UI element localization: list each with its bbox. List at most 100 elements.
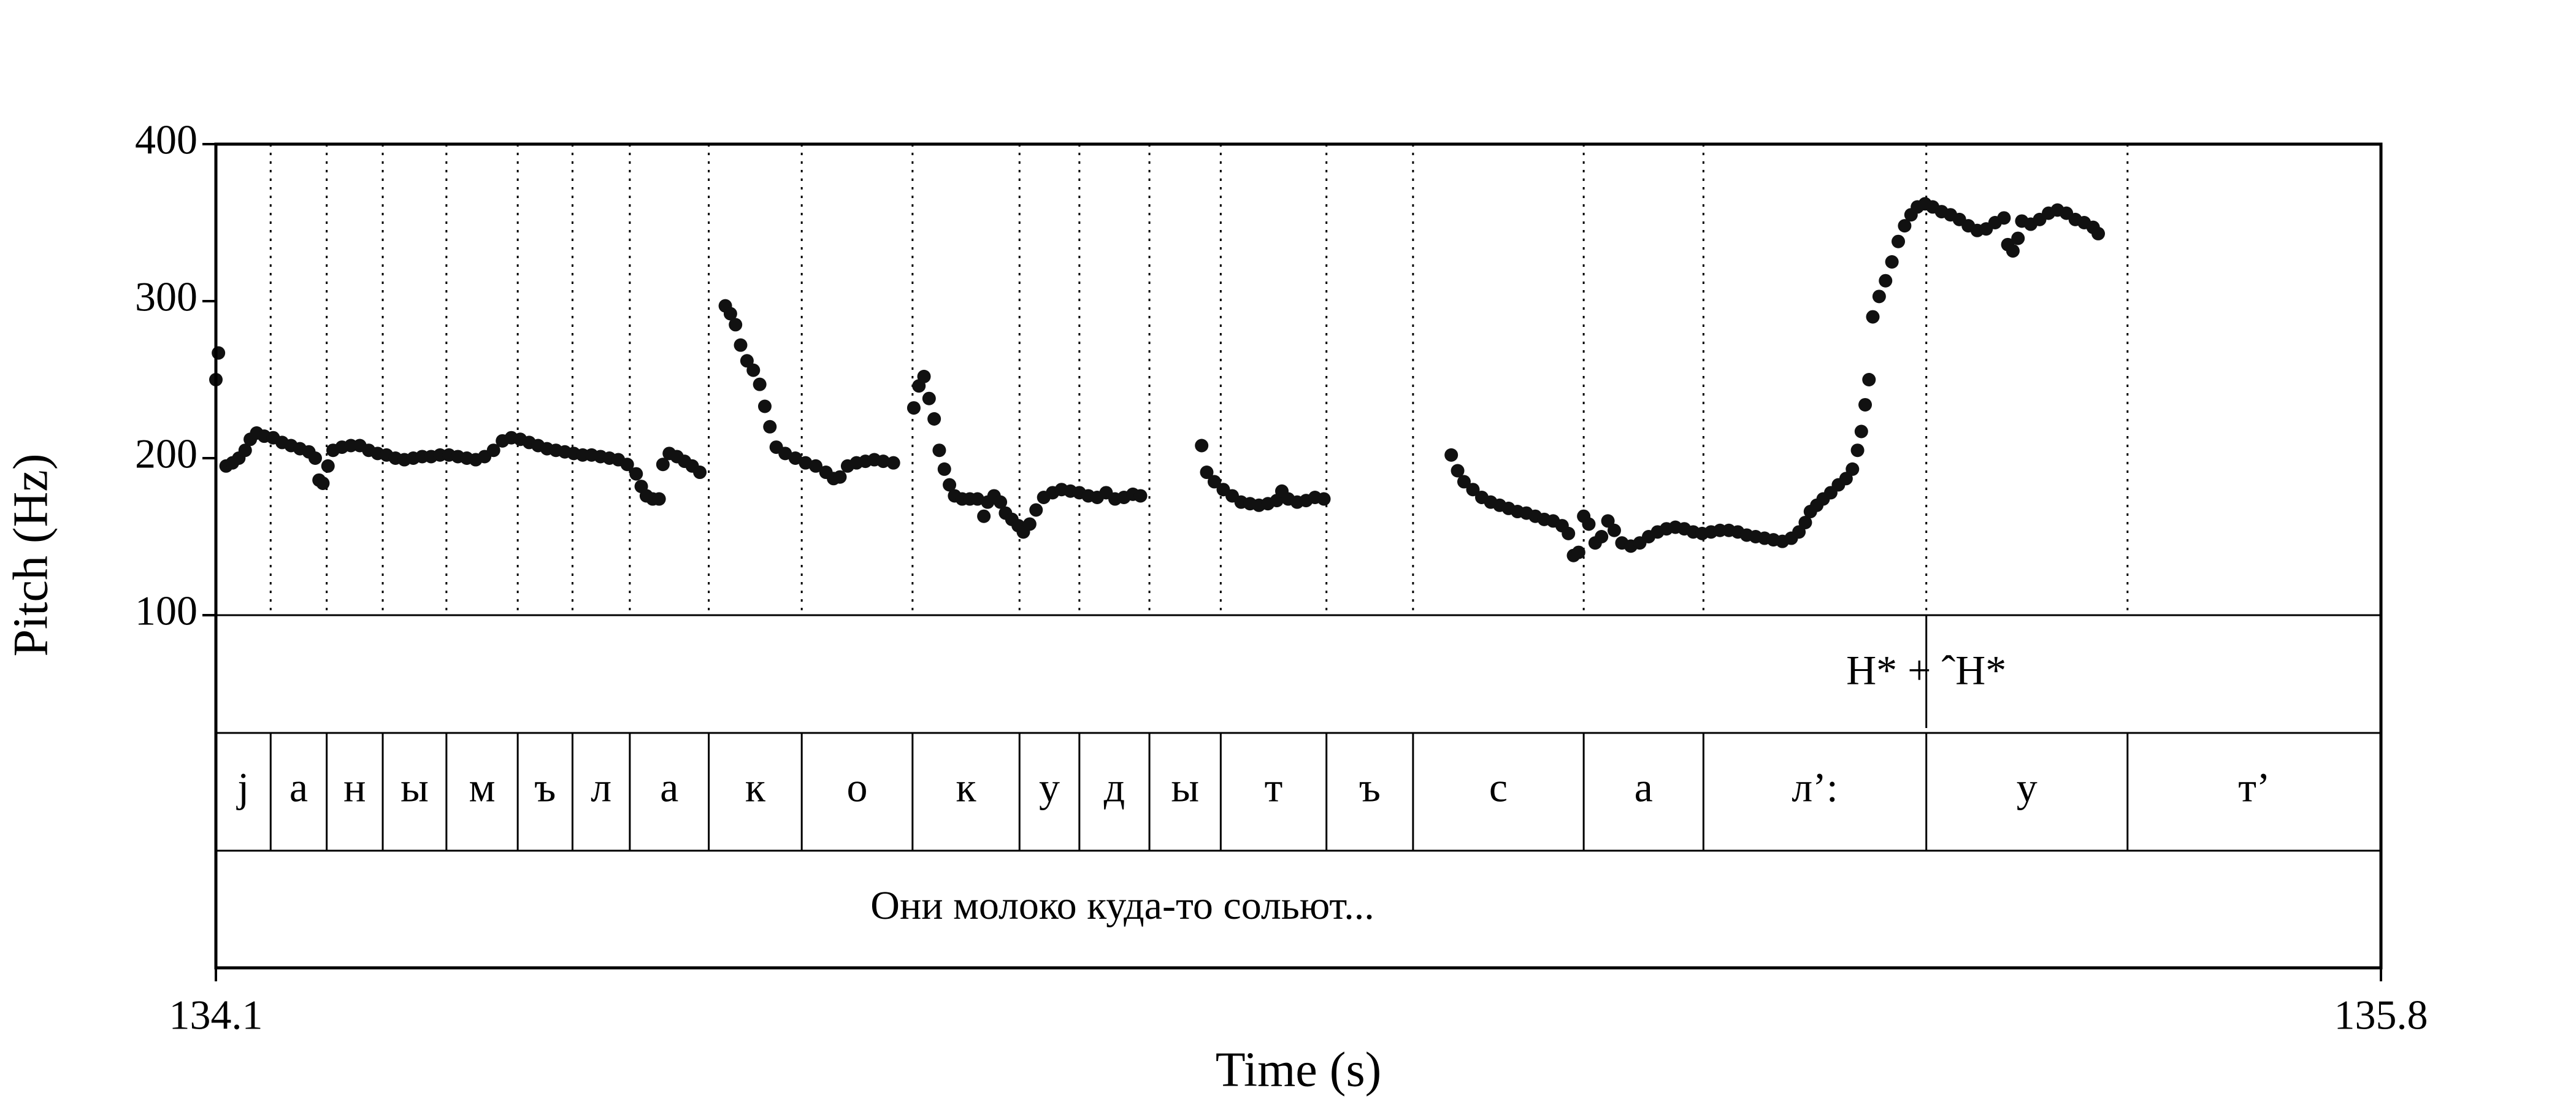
pitch-point-3-22 xyxy=(886,456,900,470)
segment-label-12: д xyxy=(1104,764,1125,811)
pitch-point-8-17 xyxy=(1997,211,2011,225)
pitch-point-8-4 xyxy=(1892,234,1906,248)
pitch-point-3-4 xyxy=(740,354,754,368)
segment-label-18: л’: xyxy=(1792,764,1838,811)
tone-tier: H* + ˆH* xyxy=(1846,615,2006,728)
segment-label-3: ы xyxy=(401,764,429,811)
pitch-point-1-15 xyxy=(321,459,335,473)
segment-label-8: к xyxy=(745,764,766,811)
x-axis-title: Time (s) xyxy=(1216,1043,1381,1097)
pitch-point-1-50 xyxy=(629,467,643,481)
pitch-point-1-14 xyxy=(316,476,330,490)
pitch-point-3-6 xyxy=(753,377,767,391)
pitch-point-2-5 xyxy=(693,466,707,480)
y-tick-label-0: 100 xyxy=(135,588,197,634)
pitch-point-3-11 xyxy=(788,451,802,465)
segment-label-0: j xyxy=(236,764,249,811)
pitch-point-6-15 xyxy=(1317,492,1331,506)
y-axis: 100 200 300 400 xyxy=(135,117,216,634)
segment-label-16: с xyxy=(1489,764,1508,811)
pitch-point-7-14 xyxy=(1562,526,1576,540)
pitch-point-7-1 xyxy=(1451,464,1465,478)
pitch-point-8-2 xyxy=(1879,274,1893,288)
pitch-point-4-4 xyxy=(927,412,941,426)
pitch-point-7-52 xyxy=(1850,443,1865,458)
pitch-point-6-1 xyxy=(1200,466,1214,480)
segment-label-7: а xyxy=(660,764,678,811)
sentence-label: Они молоко куда-то сольют... xyxy=(870,883,1374,928)
pitch-point-8-3 xyxy=(1885,255,1899,269)
segment-label-15: ъ xyxy=(1359,764,1381,811)
pitch-point-5-21 xyxy=(1133,489,1148,503)
x-tick-label-0: 134.1 xyxy=(169,992,263,1038)
pitch-point-7-18 xyxy=(1582,517,1596,531)
pitch-point-5-3 xyxy=(994,495,1008,509)
pitch-point-6-0 xyxy=(1195,439,1209,453)
pitch-point-3-2 xyxy=(729,318,743,332)
pitch-point-4-2 xyxy=(917,369,931,383)
pitch-point-7-43 xyxy=(1792,525,1806,539)
pitch-point-3-21 xyxy=(876,454,891,469)
pitch-point-3-5 xyxy=(746,363,761,377)
pitch-point-5-0 xyxy=(977,509,991,523)
segment-boundary-lines xyxy=(269,144,2129,615)
pitch-point-7-44 xyxy=(1798,515,1812,529)
pitch-point-7-22 xyxy=(1607,523,1621,537)
chart-frame xyxy=(214,142,2383,970)
pitch-point-3-1 xyxy=(723,307,737,321)
pitch-point-5-8 xyxy=(1022,517,1037,531)
y-tick-label-3: 400 xyxy=(135,117,197,163)
pitch-point-7-0 xyxy=(1444,448,1459,462)
pitch-point-4-6 xyxy=(937,462,951,476)
pitch-point-7-20 xyxy=(1595,530,1609,543)
pitch-point-3-12 xyxy=(799,456,813,470)
pitch-point-7-2 xyxy=(1457,475,1471,489)
pitch-point-4-7 xyxy=(943,478,957,492)
pitch-point-8-19 xyxy=(2006,244,2020,258)
segment-label-11: у xyxy=(1039,764,1060,811)
pitch-point-4-5 xyxy=(932,443,946,458)
pitch-point-3-3 xyxy=(734,338,748,352)
pitch-point-7-50 xyxy=(1839,472,1853,486)
segment-label-4: м xyxy=(469,764,495,811)
pitch-point-1-34 xyxy=(486,443,500,458)
pitch-point-8-0 xyxy=(1866,310,1880,324)
segment-label-9: о xyxy=(847,764,868,811)
segment-label-6: л xyxy=(591,764,611,811)
pitch-point-1-54 xyxy=(652,492,666,506)
pitch-point-1-3 xyxy=(238,443,252,458)
pitch-point-7-21 xyxy=(1601,514,1615,528)
pitch-point-7-51 xyxy=(1846,462,1860,476)
pitch-point-8-1 xyxy=(1872,289,1886,304)
pitch-point-4-3 xyxy=(922,391,936,405)
pitch-point-1-49 xyxy=(620,458,634,472)
y-tick-label-1: 200 xyxy=(135,431,197,477)
segment-label-19: у xyxy=(2017,764,2037,811)
pitch-point-3-16 xyxy=(833,470,847,484)
pitch-point-3-8 xyxy=(763,420,777,434)
segment-label-1: а xyxy=(289,764,308,811)
pitch-point-2-0 xyxy=(656,458,670,472)
pitch-point-5-9 xyxy=(1029,503,1043,517)
pitch-point-7-55 xyxy=(1862,373,1876,386)
pitch-point-1-12 xyxy=(308,451,322,465)
y-axis-title: Pitch (Hz) xyxy=(4,453,58,656)
pitch-point-8-5 xyxy=(1898,219,1912,233)
pitch-point-7-54 xyxy=(1858,397,1873,412)
segment-label-13: ы xyxy=(1171,764,1199,811)
pitch-point-8-30 xyxy=(2091,226,2106,240)
pitch-point-4-11 xyxy=(970,492,984,506)
segment-label-17: а xyxy=(1635,764,1653,811)
pitch-point-8-20 xyxy=(2011,231,2025,245)
tone-label: H* + ˆH* xyxy=(1846,647,2006,694)
pitch-points xyxy=(209,197,2106,562)
pitch-point-6-2 xyxy=(1207,475,1221,489)
segment-label-2: н xyxy=(343,764,366,811)
segment-label-14: т xyxy=(1265,764,1283,811)
pitch-point-3-10 xyxy=(778,447,792,461)
pitch-point-7-3 xyxy=(1466,483,1480,497)
pitch-point-7-16 xyxy=(1571,545,1585,559)
x-tick-label-1: 135.8 xyxy=(2334,992,2428,1038)
pitch-point-3-7 xyxy=(757,399,772,413)
